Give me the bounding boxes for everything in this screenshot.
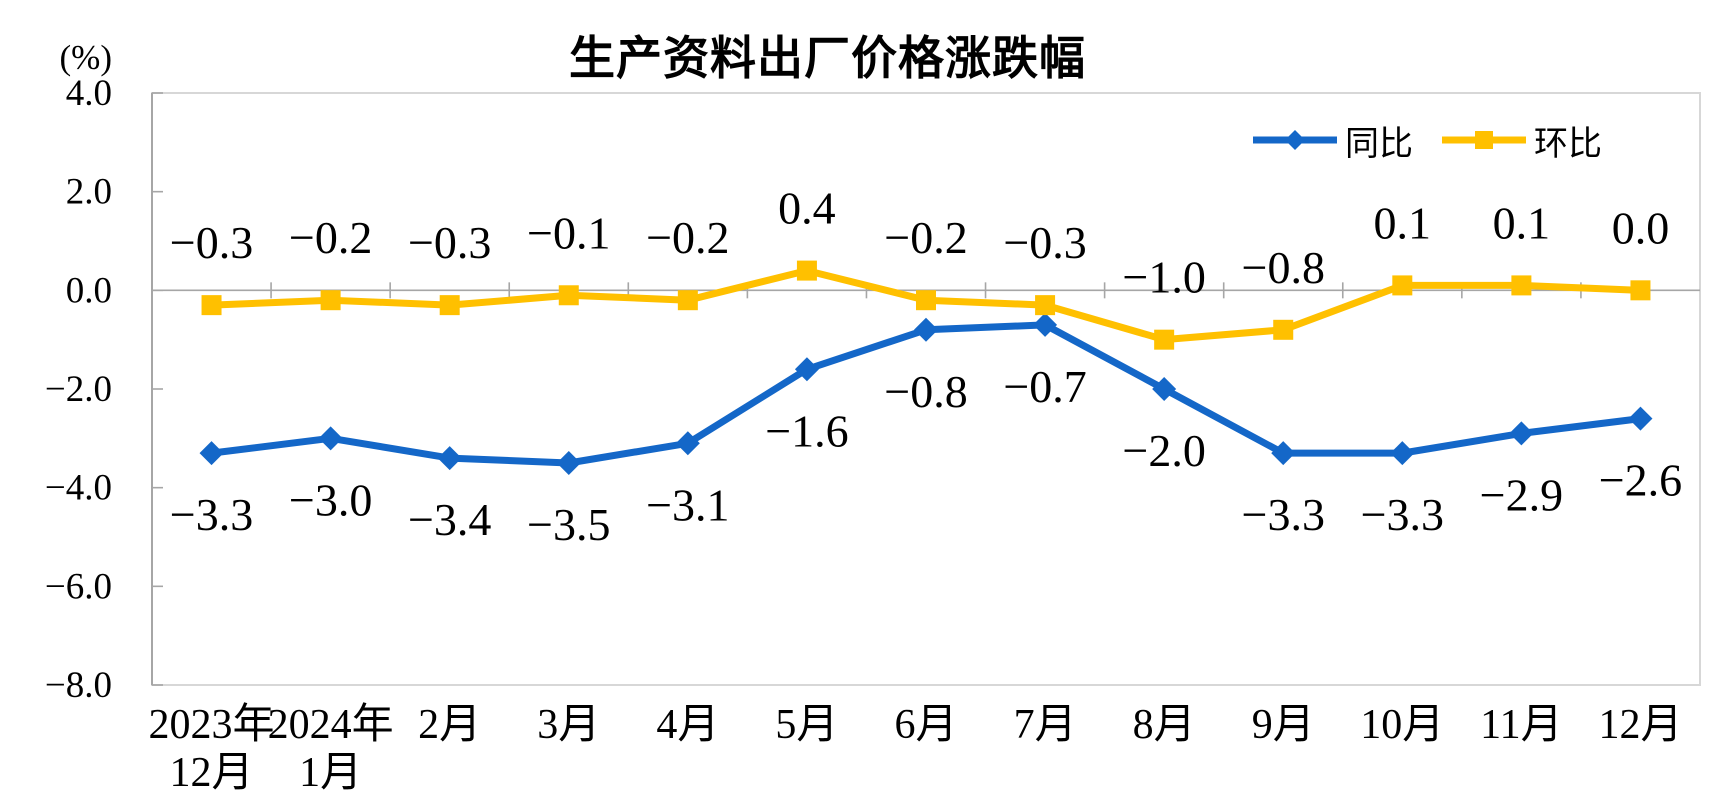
data-point-label: −3.5: [527, 499, 610, 550]
data-point-label: −3.3: [1361, 489, 1444, 540]
x-category-label: 5月: [775, 702, 838, 748]
data-point-square[interactable]: [1035, 295, 1056, 316]
data-point-square[interactable]: [1630, 280, 1651, 301]
y-tick-label: −6.0: [45, 566, 112, 607]
data-point-label: −1.0: [1122, 252, 1205, 303]
data-point-square[interactable]: [677, 290, 698, 311]
data-point-label: −0.2: [646, 212, 729, 263]
data-point-square[interactable]: [916, 290, 936, 311]
data-point-diamond[interactable]: [1509, 421, 1534, 446]
legend-label-yoy: 同比: [1345, 125, 1413, 163]
data-point-label: −3.4: [408, 494, 491, 545]
data-point-square[interactable]: [1273, 319, 1294, 340]
y-tick-label: −2.0: [45, 369, 112, 410]
x-category-label: 2024年 1月: [268, 701, 394, 796]
data-point-diamond[interactable]: [1271, 441, 1296, 466]
data-point-diamond[interactable]: [199, 441, 224, 466]
x-category-label: 3月: [537, 702, 600, 748]
y-axis-unit-label: (%): [59, 38, 112, 77]
data-point-label: 0.1: [1493, 197, 1551, 248]
data-point-square[interactable]: [1154, 329, 1175, 350]
x-category-label: 12月: [1598, 702, 1682, 748]
data-point-label: −2.9: [1480, 469, 1563, 520]
data-point-diamond[interactable]: [794, 357, 819, 382]
data-point-square[interactable]: [201, 295, 222, 316]
yoy-line-marker-icon: [1253, 130, 1337, 150]
y-tick-label: 0.0: [66, 270, 112, 311]
data-point-square[interactable]: [1511, 275, 1532, 296]
x-category-label: 2023年 12月: [149, 701, 275, 796]
data-point-label: 0.4: [778, 183, 836, 234]
x-category-label: 2月: [418, 702, 481, 748]
data-point-diamond[interactable]: [675, 431, 700, 456]
legend-label-mom: 环比: [1534, 125, 1602, 163]
data-point-label: 0.0: [1612, 202, 1670, 253]
data-point-diamond[interactable]: [1628, 406, 1653, 431]
data-point-diamond[interactable]: [1033, 312, 1058, 337]
data-point-label: −1.6: [765, 405, 848, 456]
y-tick-label: 2.0: [66, 172, 112, 213]
legend-item-yoy[interactable]: 同比: [1250, 116, 1413, 165]
data-point-square[interactable]: [1392, 275, 1413, 296]
data-point-diamond[interactable]: [556, 451, 581, 475]
legend-item-mom[interactable]: 环比: [1439, 116, 1602, 165]
data-point-label: −0.2: [884, 212, 967, 263]
legend: 同比 环比: [1250, 116, 1602, 165]
data-point-label: −2.0: [1122, 425, 1205, 476]
x-category-label: 11月: [1480, 702, 1562, 748]
x-category-label: 7月: [1014, 702, 1077, 748]
data-point-label: −0.1: [527, 207, 610, 258]
x-category-label: 6月: [894, 702, 957, 748]
data-point-square[interactable]: [796, 260, 817, 281]
data-point-label: −3.1: [646, 479, 729, 530]
data-point-label: −0.3: [1003, 217, 1086, 268]
data-point-square[interactable]: [558, 285, 579, 306]
data-point-label: −0.2: [289, 212, 372, 263]
data-point-square[interactable]: [439, 295, 460, 316]
data-point-square[interactable]: [320, 290, 341, 311]
x-category-label: 9月: [1252, 702, 1315, 748]
data-point-diamond[interactable]: [914, 317, 938, 342]
data-point-label: −0.3: [170, 217, 253, 268]
data-point-diamond[interactable]: [437, 446, 462, 471]
data-point-label: −0.3: [408, 217, 491, 268]
y-tick-label: −8.0: [45, 665, 112, 706]
data-point-label: −0.8: [884, 366, 967, 417]
data-point-label: −3.3: [170, 489, 253, 540]
data-point-diamond[interactable]: [318, 426, 343, 451]
mom-line-marker-icon: [1442, 131, 1526, 149]
data-point-label: −3.3: [1242, 489, 1325, 540]
x-category-label: 8月: [1133, 702, 1196, 748]
data-point-label: −0.7: [1003, 361, 1086, 412]
x-category-label: 4月: [656, 702, 719, 748]
data-point-label: −0.8: [1242, 242, 1325, 293]
chart-title: 生产资料出厂价格涨跌幅: [569, 32, 1086, 84]
data-point-label: −2.6: [1599, 455, 1682, 506]
data-point-diamond[interactable]: [1390, 441, 1415, 466]
data-point-label: 0.1: [1374, 197, 1432, 248]
x-category-label: 10月: [1360, 702, 1444, 748]
data-point-label: −3.0: [289, 474, 372, 525]
data-point-diamond[interactable]: [1152, 377, 1177, 401]
y-tick-label: 4.0: [66, 73, 112, 114]
y-tick-label: −4.0: [45, 468, 112, 509]
